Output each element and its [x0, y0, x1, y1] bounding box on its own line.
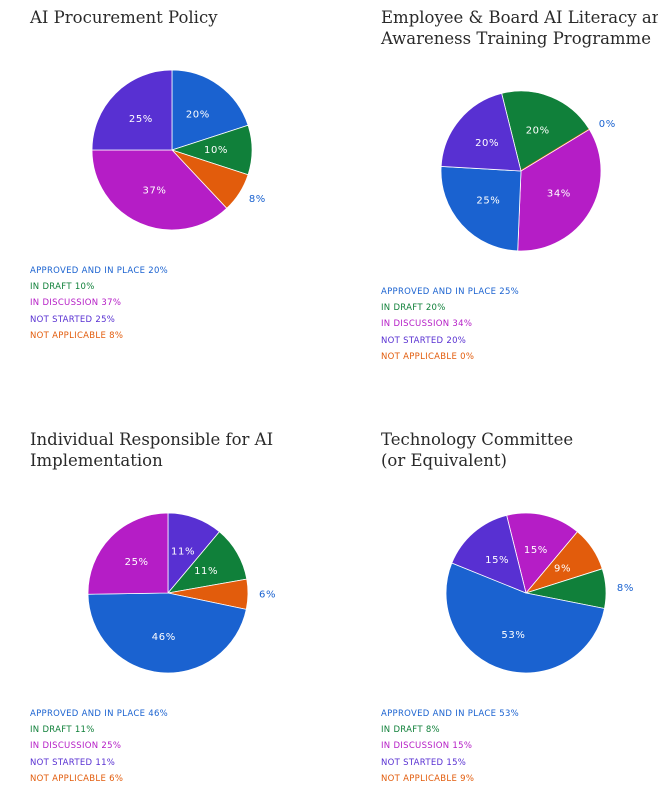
pie-slice-discussion — [506, 512, 578, 594]
slice-label-draft: 10% — [204, 145, 228, 156]
legend-item-draft: IN DRAFT 20% — [381, 303, 446, 314]
legend-item-draft: IN DRAFT 10% — [30, 282, 95, 293]
pie-slice-approved — [87, 592, 247, 674]
chart-panel-ai-literacy-training: Employee & Board AI Literacy and Awarene… — [351, 0, 658, 390]
legend-item-discussion: IN DISCUSSION 15% — [381, 741, 473, 752]
slice-label-not-applicable: 8% — [249, 194, 266, 205]
pie-slice-draft — [501, 90, 590, 172]
pie-slice-discussion — [91, 149, 228, 231]
slice-label-approved: 20% — [186, 109, 210, 120]
chart-legend: APPROVED AND IN PLACE 53% IN DRAFT 8% IN… — [381, 706, 519, 787]
pie-slice-not-started — [91, 69, 173, 151]
slice-label-discussion: 25% — [125, 557, 149, 568]
chart-panel-ai-procurement-policy: AI Procurement Policy 20% 10% 8% 37% 25% APP… — [0, 0, 310, 390]
legend-item-discussion: IN DISCUSSION 25% — [30, 741, 122, 752]
chart-legend: APPROVED AND IN PLACE 20% IN DRAFT 10% I… — [30, 263, 168, 344]
slice-label-not-applicable: 0% — [599, 119, 616, 130]
legend-item-not-applicable: NOT APPLICABLE 9% — [381, 773, 475, 784]
slice-label-not-applicable: 6% — [259, 589, 276, 600]
chart-title: AI Procurement Policy — [30, 8, 218, 27]
chart-title: Employee & Board AI Literacy and Awarene… — [381, 8, 658, 48]
pie-slice-approved — [171, 69, 249, 151]
legend-item-approved: APPROVED AND IN PLACE 20% — [30, 266, 169, 276]
slice-label-not-started: 11% — [171, 547, 195, 558]
pie-chart: 20% 0% 34% 25% 20% — [440, 90, 616, 252]
chart-legend: APPROVED AND IN PLACE 25% IN DRAFT 20% I… — [381, 284, 519, 365]
pie-slice-approved — [445, 562, 605, 674]
slice-label-draft: 11% — [194, 566, 218, 577]
legend-item-not-started: NOT STARTED 25% — [30, 314, 116, 325]
legend-item-not-applicable: NOT APPLICABLE 8% — [30, 330, 124, 341]
legend-item-not-applicable: NOT APPLICABLE 0% — [381, 351, 475, 362]
pie-chart: 15% 9% 8% 53% 15% — [445, 512, 634, 674]
slice-label-draft: 20% — [526, 125, 550, 136]
chart-title: Individual Responsible for AI Implementa… — [30, 430, 274, 470]
slice-label-discussion: 34% — [547, 188, 571, 199]
legend-item-not-started: NOT STARTED 15% — [381, 757, 467, 768]
legend-item-draft: IN DRAFT 11% — [30, 725, 95, 736]
slice-label-not-started: 25% — [129, 114, 153, 125]
chart-title: Technology Committee (or Equivalent) — [381, 430, 574, 470]
slice-label-discussion: 37% — [143, 185, 167, 196]
slice-label-not-started: 20% — [475, 138, 499, 149]
pie-slice-discussion — [87, 512, 169, 595]
slice-label-not-started: 15% — [485, 555, 509, 566]
slice-label-draft: 8% — [617, 583, 634, 594]
chart-legend: APPROVED AND IN PLACE 46% IN DRAFT 11% I… — [30, 706, 168, 787]
legend-item-not-applicable: NOT APPLICABLE 6% — [30, 773, 124, 784]
legend-item-not-started: NOT STARTED 20% — [381, 335, 467, 346]
chart-panel-technology-committee: Technology Committee (or Equivalent) 15%… — [351, 422, 658, 812]
slice-label-approved: 53% — [501, 630, 525, 641]
chart-panel-individual-responsible: Individual Responsible for AI Implementa… — [0, 422, 310, 812]
legend-item-approved: APPROVED AND IN PLACE 25% — [381, 287, 520, 297]
legend-item-discussion: IN DISCUSSION 37% — [30, 298, 122, 309]
legend-item-approved: APPROVED AND IN PLACE 46% — [30, 709, 169, 719]
pie-slice-not-started — [440, 92, 522, 172]
legend-item-not-started: NOT STARTED 11% — [30, 757, 116, 768]
slice-label-approved: 46% — [152, 632, 176, 643]
slice-label-discussion: 15% — [524, 545, 548, 556]
slice-label-not-applicable: 9% — [554, 564, 571, 575]
pie-slice-discussion — [517, 128, 602, 252]
slice-label-approved: 25% — [476, 196, 500, 207]
pie-slice-not-started — [451, 514, 527, 594]
pie-chart: 20% 10% 8% 37% 25% — [91, 69, 266, 231]
legend-item-draft: IN DRAFT 8% — [381, 725, 440, 736]
legend-item-approved: APPROVED AND IN PLACE 53% — [381, 709, 520, 719]
pie-slice-approved — [440, 166, 522, 252]
legend-item-discussion: IN DISCUSSION 34% — [381, 319, 473, 330]
pie-chart: 11% 11% 6% 46% 25% — [87, 512, 276, 674]
